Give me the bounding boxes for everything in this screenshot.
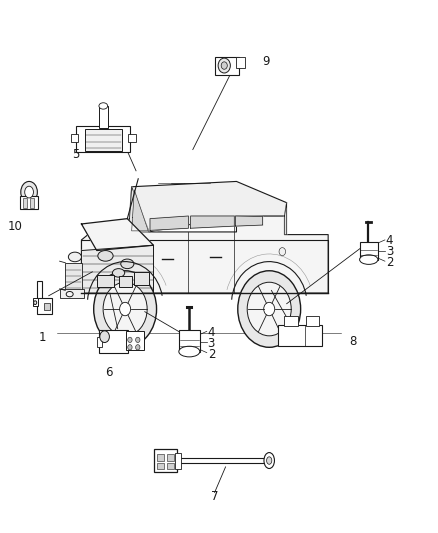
Bar [306, 317, 318, 326]
Bar [97, 337, 102, 348]
Ellipse shape [238, 271, 300, 348]
Text: 6: 6 [105, 366, 112, 379]
Bar [127, 332, 144, 350]
Bar [23, 198, 27, 208]
Polygon shape [81, 245, 153, 293]
Bar [99, 106, 108, 128]
Ellipse shape [247, 282, 291, 336]
Text: 1: 1 [39, 331, 46, 344]
Bar [119, 276, 132, 287]
Bar [44, 303, 50, 310]
Ellipse shape [113, 269, 125, 277]
Bar [154, 449, 177, 472]
Ellipse shape [136, 337, 140, 343]
Bar [166, 463, 173, 469]
Text: 9: 9 [262, 55, 269, 68]
Bar [157, 454, 164, 461]
Bar [76, 126, 131, 152]
Bar [99, 330, 128, 353]
Bar [85, 129, 122, 151]
Ellipse shape [221, 62, 227, 69]
Text: 2: 2 [386, 256, 393, 269]
Ellipse shape [21, 181, 37, 203]
Text: 7: 7 [211, 490, 219, 503]
Bar [30, 198, 34, 208]
Bar [166, 454, 173, 461]
Polygon shape [81, 240, 328, 293]
Bar [65, 263, 82, 290]
Ellipse shape [66, 292, 73, 297]
Polygon shape [236, 216, 263, 226]
Bar [37, 281, 42, 301]
Bar [37, 298, 52, 314]
Bar [360, 242, 378, 260]
Text: 2: 2 [208, 348, 215, 361]
Bar [20, 196, 38, 209]
Ellipse shape [68, 252, 81, 262]
Polygon shape [191, 216, 234, 228]
Text: 8: 8 [349, 335, 357, 349]
Ellipse shape [120, 302, 131, 316]
Bar [237, 56, 245, 68]
Bar [278, 325, 321, 346]
Ellipse shape [100, 331, 110, 343]
Ellipse shape [279, 248, 286, 256]
Bar [128, 134, 136, 142]
Text: 4: 4 [386, 235, 393, 247]
Text: 3: 3 [208, 337, 215, 350]
Bar [60, 289, 84, 298]
Ellipse shape [99, 103, 108, 109]
Text: 3: 3 [386, 245, 393, 258]
Ellipse shape [128, 345, 132, 350]
Ellipse shape [218, 58, 230, 73]
Ellipse shape [25, 186, 33, 198]
Bar [71, 134, 78, 142]
Polygon shape [81, 219, 153, 251]
Ellipse shape [360, 255, 378, 264]
Bar [32, 298, 38, 306]
Polygon shape [285, 203, 287, 235]
Bar [215, 56, 239, 75]
Ellipse shape [94, 271, 156, 348]
Text: 4: 4 [208, 326, 215, 340]
Bar [97, 275, 114, 287]
Ellipse shape [267, 457, 272, 464]
Bar [134, 272, 149, 285]
Polygon shape [150, 216, 188, 230]
Ellipse shape [121, 259, 134, 269]
Ellipse shape [264, 453, 275, 469]
Bar [175, 453, 180, 469]
Bar [285, 317, 298, 326]
Ellipse shape [34, 301, 37, 304]
Ellipse shape [103, 282, 147, 336]
Ellipse shape [98, 251, 113, 261]
Polygon shape [130, 187, 149, 232]
Polygon shape [130, 181, 287, 232]
Text: 10: 10 [8, 220, 22, 233]
Ellipse shape [179, 346, 200, 357]
Ellipse shape [136, 345, 140, 350]
Ellipse shape [128, 337, 132, 343]
Ellipse shape [264, 302, 275, 316]
Bar [157, 463, 164, 469]
Text: 5: 5 [72, 148, 79, 161]
Polygon shape [81, 216, 328, 293]
Bar [179, 330, 200, 352]
Polygon shape [132, 190, 148, 231]
